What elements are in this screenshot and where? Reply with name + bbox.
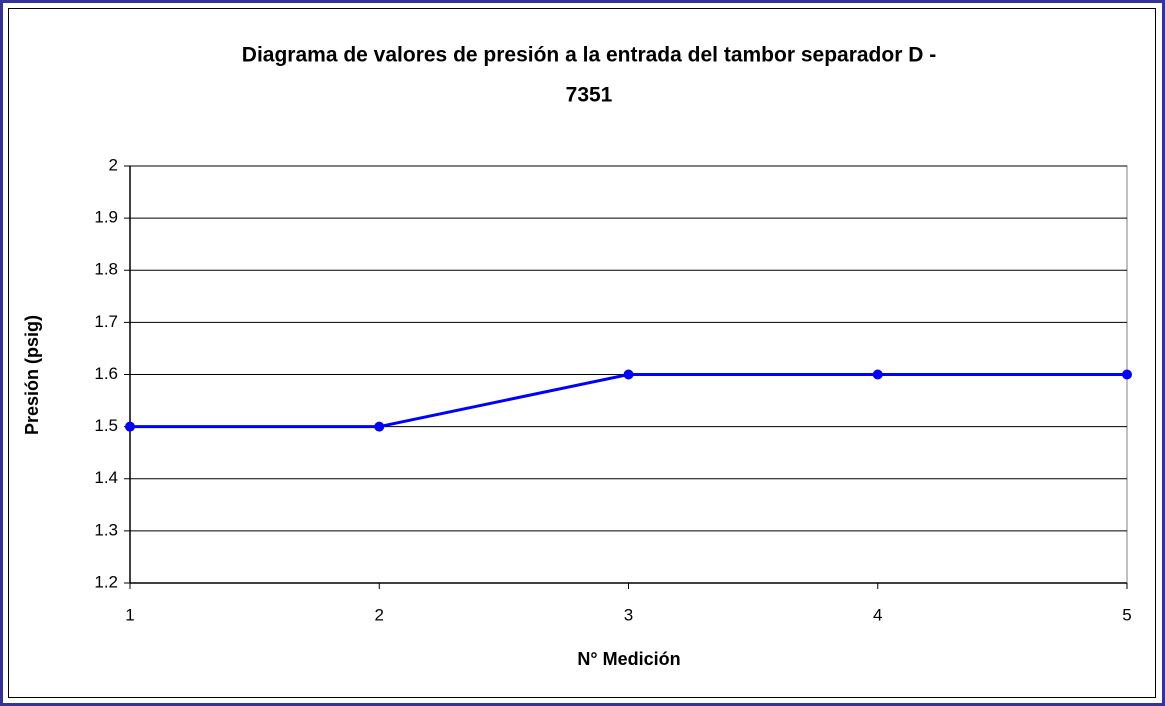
y-tick-label: 1.5 bbox=[94, 416, 118, 435]
x-tick-label: 5 bbox=[1122, 605, 1131, 624]
x-tick-label: 2 bbox=[375, 605, 384, 624]
data-point bbox=[125, 421, 135, 432]
data-point bbox=[623, 369, 634, 380]
data-point bbox=[374, 421, 385, 432]
y-tick-label: 1.2 bbox=[94, 572, 118, 591]
x-tick-label: 1 bbox=[125, 605, 134, 624]
y-tick-label: 1.6 bbox=[94, 364, 118, 383]
data-point bbox=[1122, 369, 1132, 380]
y-tick-label: 2 bbox=[109, 155, 118, 174]
y-tick-label: 1.4 bbox=[94, 468, 118, 487]
data-point bbox=[872, 369, 883, 380]
y-tick-label: 1.7 bbox=[94, 312, 118, 331]
x-tick-label: 4 bbox=[873, 605, 882, 624]
chart-title: 7351 bbox=[566, 84, 613, 107]
y-tick-label: 1.9 bbox=[94, 208, 118, 227]
x-axis-label: N° Medición bbox=[577, 649, 680, 669]
y-axis-label: Presión (psig) bbox=[22, 315, 42, 435]
chart-title: Diagrama de valores de presión a la entr… bbox=[242, 44, 936, 67]
y-tick-label: 1.8 bbox=[94, 260, 118, 279]
x-tick-label: 3 bbox=[624, 605, 633, 624]
y-tick-label: 1.3 bbox=[94, 520, 118, 539]
